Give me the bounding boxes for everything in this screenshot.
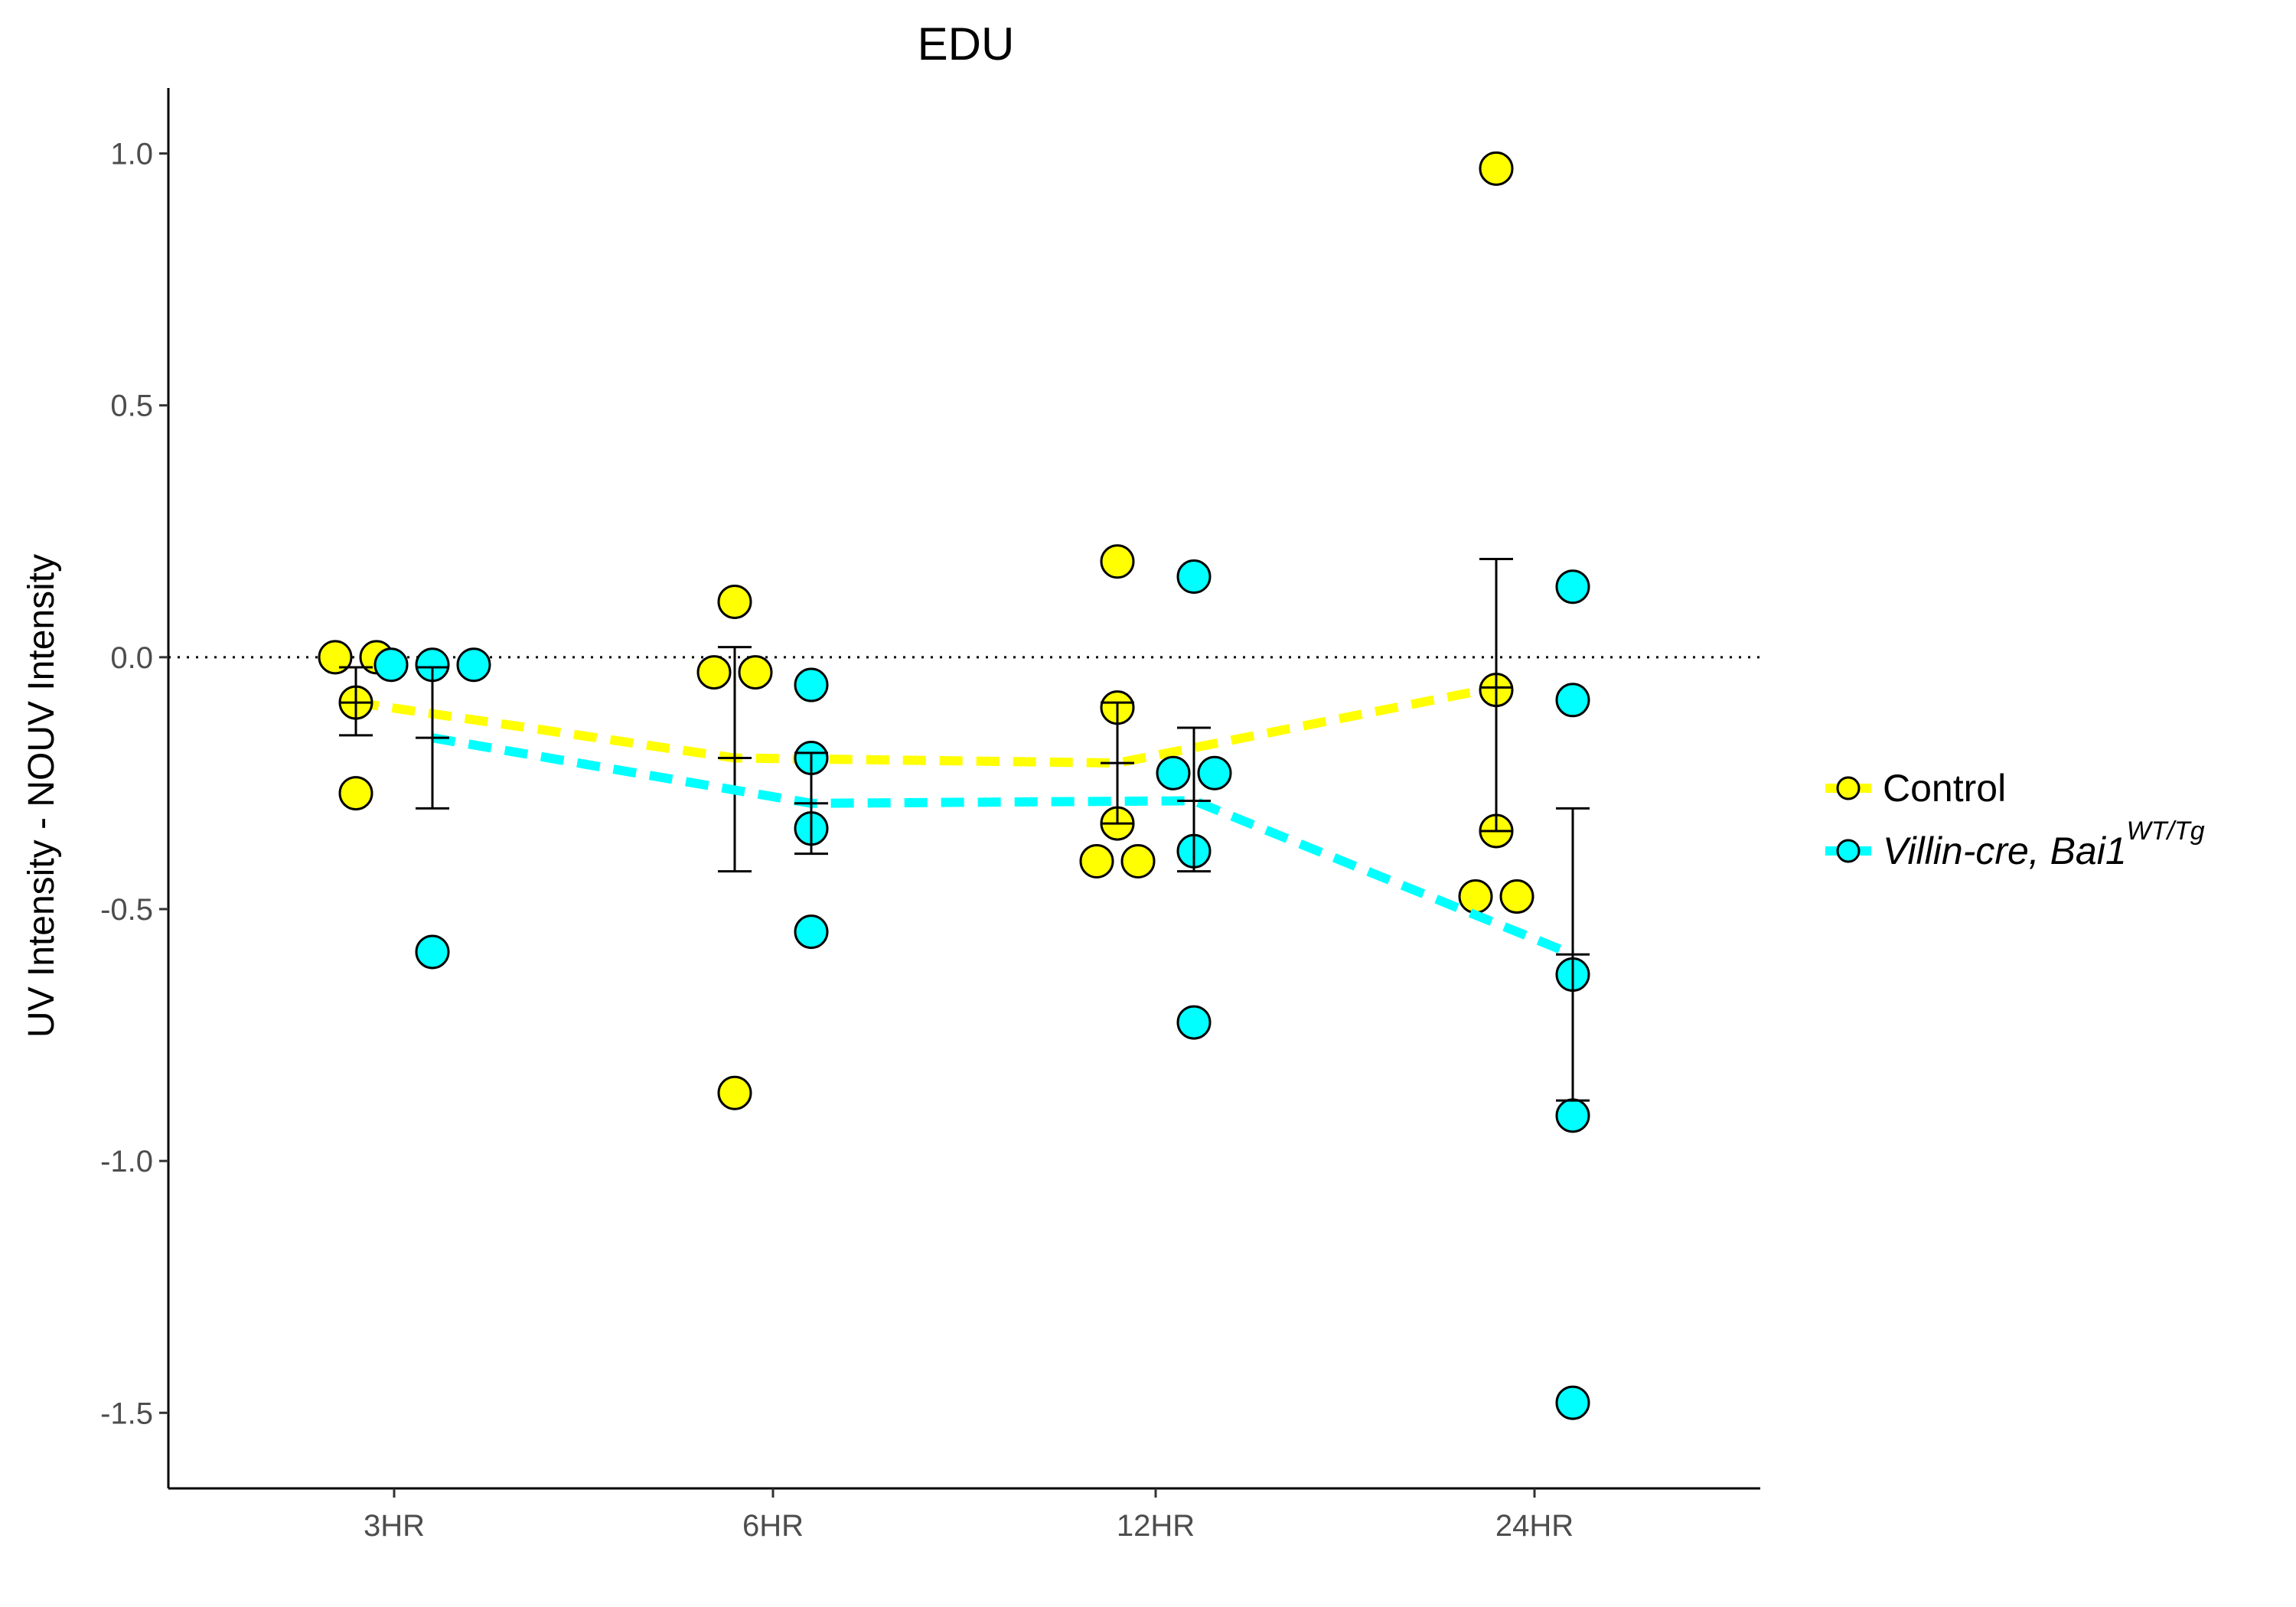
data-point-control [738, 655, 773, 690]
legend-villin-marker [1836, 839, 1861, 863]
x-tick-label: 3HR [364, 1509, 425, 1543]
y-tick-label: -1.5 [100, 1397, 153, 1430]
legend-villin-label-sup: WT/Tg [2127, 817, 2205, 846]
legend-control-marker [1836, 776, 1861, 800]
y-tick-label: 0.0 [110, 641, 153, 675]
y-tick-label: 1.0 [110, 138, 153, 171]
legend-villin-label: Villin-cre, Bai1WT/Tg [1883, 817, 2205, 872]
data-point-control [1458, 879, 1493, 914]
data-point-villin [1176, 1005, 1212, 1040]
data-point-control [1479, 151, 1514, 186]
legend-item-control: Control [1825, 767, 2006, 810]
plot-area: 1.0 0.5 0.0 -0.5 -1.0 -1.5 3HR 6HR 12HR 24HR [100, 88, 1760, 1543]
data-point-control [1100, 544, 1135, 579]
legend-control-label: Control [1883, 767, 2006, 810]
mean-line-control [355, 683, 1498, 768]
data-point-villin [1555, 1385, 1590, 1420]
y-tick-label: -0.5 [100, 893, 153, 927]
data-point-control [1499, 879, 1534, 914]
legend-villin-label-main: Villin-cre, Bai1 [1883, 830, 2127, 872]
data-point-villin [373, 647, 409, 683]
data-point-control [717, 584, 752, 619]
x-tick-label: 12HR [1117, 1509, 1195, 1543]
data-point-villin [1156, 755, 1191, 790]
y-tick-label: 0.5 [110, 390, 153, 423]
data-point-villin [1176, 559, 1212, 595]
data-point-control [717, 1075, 752, 1110]
data-point-villin [1555, 683, 1590, 718]
data-point-villin [794, 914, 829, 950]
data-point-villin [1555, 1098, 1590, 1133]
y-tick-label: -1.0 [100, 1145, 153, 1178]
data-point-control [338, 776, 373, 811]
data-point-villin [1197, 755, 1232, 790]
x-tick-label: 24HR [1495, 1509, 1574, 1543]
mean-line-villin [431, 733, 1575, 959]
data-point-control [696, 655, 732, 690]
x-tick-label: 6HR [742, 1509, 804, 1543]
data-point-control [1079, 843, 1114, 878]
data-point-control [318, 640, 353, 675]
legend-item-villin: Villin-cre, Bai1WT/Tg [1825, 817, 2205, 872]
data-point-villin [794, 667, 829, 702]
data-point-control [1120, 843, 1156, 878]
data-point-villin [456, 647, 491, 683]
chart-title: EDU [918, 18, 1015, 70]
y-axis-title: UV Intensity - NOUV Intensity [21, 554, 62, 1038]
legend: Control Villin-cre, Bai1WT/Tg [1825, 767, 2205, 872]
data-point-villin [1555, 569, 1590, 605]
data-point-villin [415, 934, 450, 970]
